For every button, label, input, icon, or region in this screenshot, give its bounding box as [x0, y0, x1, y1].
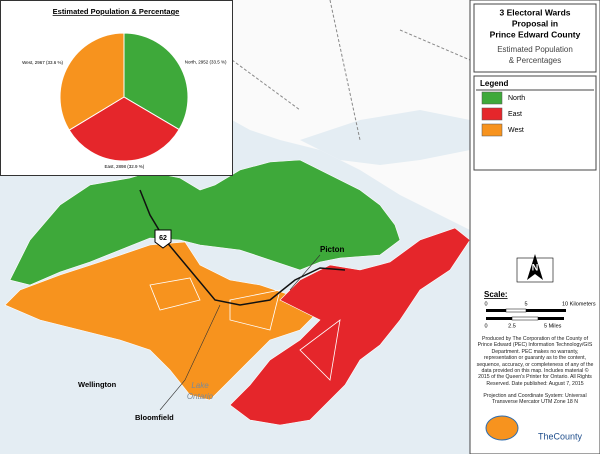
- ward-east: [229, 227, 471, 426]
- legend-label: North: [508, 95, 525, 102]
- pie-slice: [59, 32, 125, 131]
- mainland: [232, 0, 470, 230]
- scale-bar: [505, 308, 527, 313]
- north-frame: [516, 257, 554, 283]
- pie-slice: [123, 32, 189, 131]
- panel-subtitle: & Percentages: [509, 56, 561, 65]
- scale-bar: [511, 316, 539, 321]
- pie-title: Estimated Population & Percentage: [53, 7, 180, 16]
- ward-boundary: [149, 277, 341, 381]
- pie-inset: Estimated Population & Percentage North,…: [0, 0, 233, 176]
- legend-swatch: [481, 91, 503, 105]
- place-label: Bloomfield: [135, 413, 174, 422]
- scale-label: 5 Miles: [544, 323, 562, 329]
- title-box: [473, 3, 597, 73]
- slice-label: East, 2898 (32.9 %): [104, 164, 144, 169]
- side-panel: 3 Electoral Wards Proposal in Prince Edw…: [469, 0, 600, 454]
- credits: Produced by The Corporation of the Count…: [476, 336, 594, 387]
- scale-label: 0: [484, 301, 487, 307]
- lake-label: Lake: [191, 381, 209, 390]
- legend-box: [473, 75, 597, 171]
- highway-label: 62: [159, 235, 167, 242]
- north-arrow: [527, 254, 543, 280]
- boundary: [231, 0, 471, 141]
- logo-text: TheCounty: [538, 431, 583, 441]
- scale-title: Scale:: [484, 290, 508, 299]
- lake-label: Ontario: [187, 392, 214, 401]
- panel-title: Prince Edward County: [490, 29, 581, 39]
- scale-label: 0: [484, 323, 487, 329]
- leader-line: [159, 254, 321, 411]
- scale-label: 2.5: [508, 323, 516, 329]
- ward-west: [4, 241, 321, 401]
- legend-swatch: [481, 123, 503, 137]
- place-label: Wellington: [78, 380, 117, 389]
- panel-title: Proposal in: [512, 18, 558, 28]
- scale-label: 10 Kilometers: [562, 301, 596, 307]
- legend-label: West: [508, 127, 524, 134]
- highway-shield: [154, 229, 172, 249]
- legend-title: Legend: [480, 79, 509, 88]
- projection: Projection and Coordinate System: Univer…: [483, 393, 587, 406]
- legend-swatch: [481, 107, 503, 121]
- panel-subtitle: Estimated Population: [497, 45, 573, 54]
- legend-label: East: [508, 111, 522, 118]
- highway: [139, 189, 346, 306]
- scale-bar: [526, 309, 566, 312]
- scale-label: 5: [524, 301, 527, 307]
- slice-label: West, 2967 (33.6 %): [22, 60, 63, 65]
- scale-bar: [538, 317, 564, 320]
- bay: [300, 110, 470, 165]
- county-crest: [485, 415, 519, 441]
- north-label: N: [532, 262, 539, 272]
- panel-title: 3 Electoral Wards: [499, 7, 570, 17]
- town-label: Picton: [320, 245, 345, 254]
- pie-slice: [68, 96, 180, 162]
- scale-bar: [486, 309, 506, 312]
- scale-bar: [486, 317, 512, 320]
- slice-label: North, 2952 (33.5 %): [185, 59, 227, 64]
